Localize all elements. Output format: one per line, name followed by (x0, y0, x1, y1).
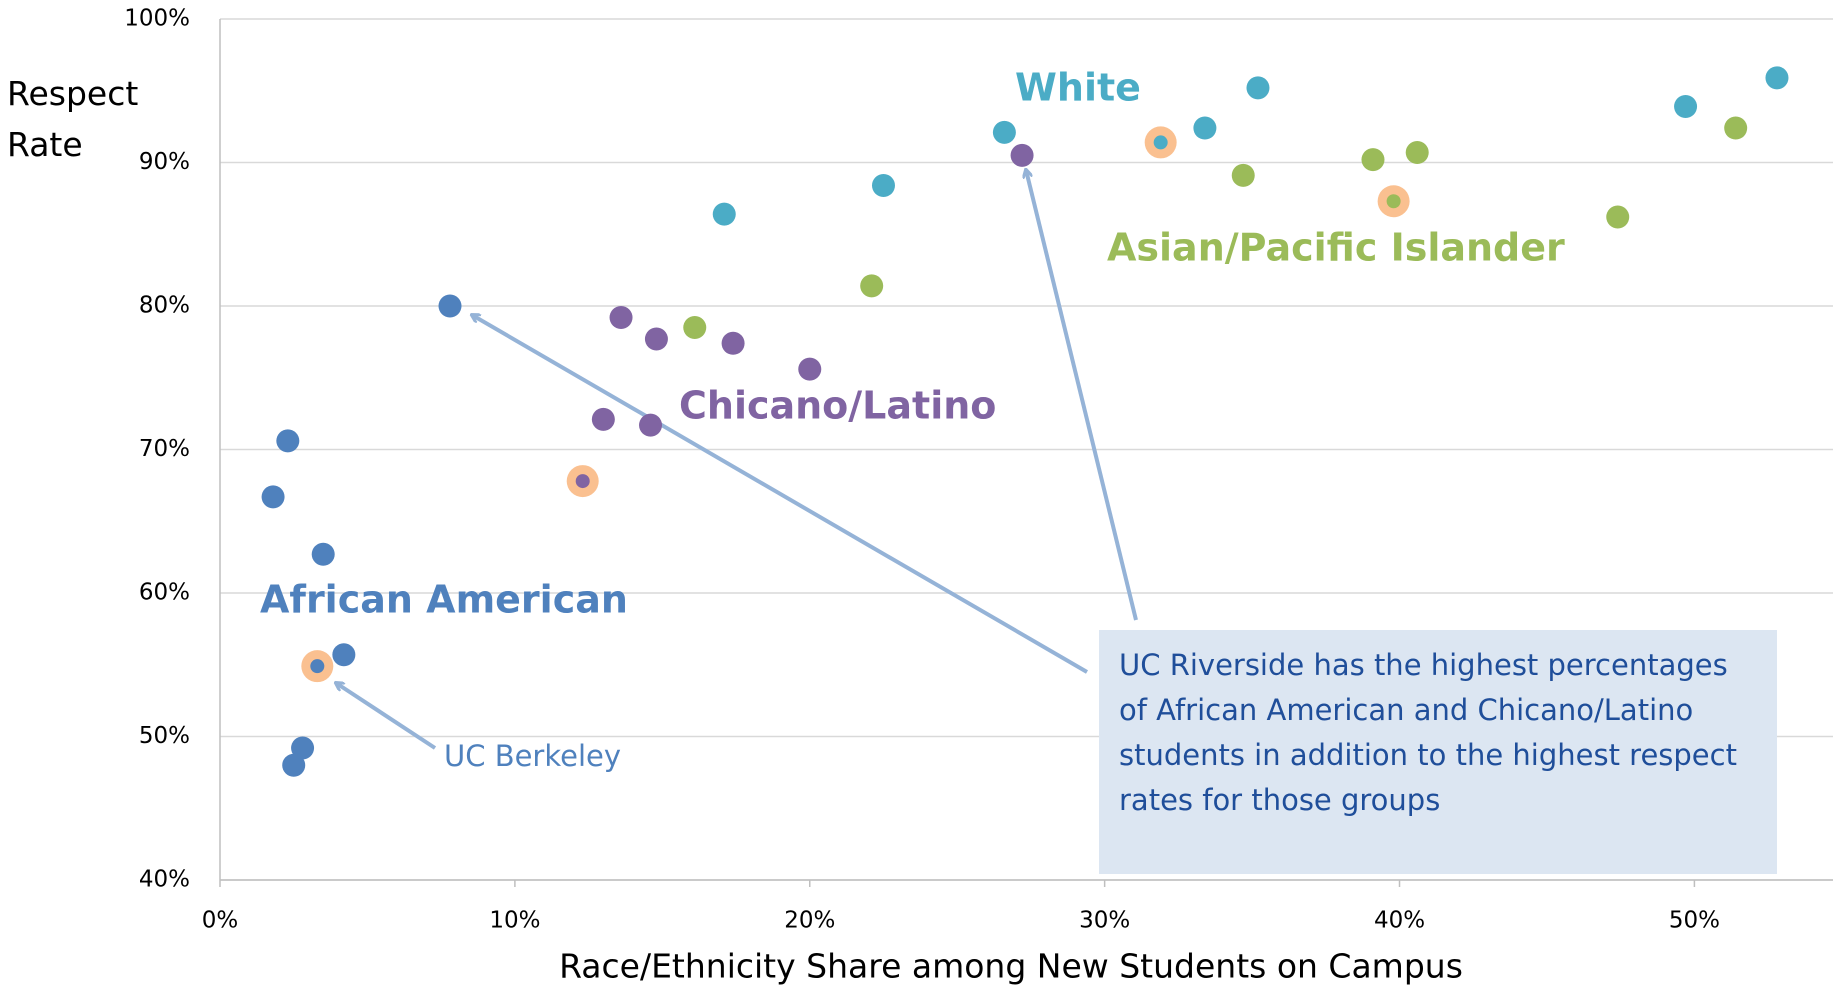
point (591, 407, 615, 431)
point (291, 736, 315, 760)
y-axis-title: Respect Rate (7, 74, 139, 164)
y-tick-label: 90% (139, 149, 190, 175)
point (1405, 140, 1429, 164)
point (1361, 148, 1385, 172)
point (438, 294, 462, 318)
point (1246, 76, 1270, 100)
point (1153, 135, 1168, 150)
point (332, 643, 356, 667)
point (712, 202, 736, 226)
point (683, 316, 707, 340)
point (1231, 163, 1255, 187)
point (871, 173, 895, 197)
point (311, 542, 335, 566)
point (1386, 194, 1401, 209)
x-axis-title: Race/Ethnicity Share among New Students … (559, 947, 1463, 986)
point (1765, 66, 1789, 90)
arrow (472, 315, 1089, 674)
y-tick-label: 100% (124, 6, 190, 32)
x-tick-label: 0% (202, 908, 239, 934)
point (992, 120, 1016, 144)
y-tick-label: 80% (139, 293, 190, 319)
series-label: Asian/Pacific Islander (1107, 226, 1565, 270)
point (721, 331, 745, 355)
point (1674, 95, 1698, 119)
series-label: African American (260, 578, 628, 622)
x-tick-label: 20% (784, 908, 835, 934)
y-tick-label: 60% (139, 580, 190, 606)
point (276, 429, 300, 453)
point (639, 413, 663, 437)
series-label: Chicano/Latino (679, 384, 996, 428)
point (282, 753, 306, 777)
point (261, 485, 285, 509)
arrow (1026, 170, 1138, 621)
point (1010, 143, 1034, 167)
point (1193, 116, 1217, 140)
point (1606, 205, 1630, 229)
y-tick-label: 40% (139, 867, 190, 893)
point (1724, 116, 1748, 140)
arrow (336, 683, 437, 750)
x-tick-label: 30% (1079, 908, 1130, 934)
point (575, 474, 590, 489)
series-label: White (1015, 66, 1141, 110)
point (798, 357, 822, 381)
x-tick-label: 40% (1374, 908, 1425, 934)
point (609, 305, 633, 329)
annotation: UC Berkeley (444, 739, 621, 773)
point (860, 274, 884, 298)
point (644, 327, 668, 351)
annotation-box: UC Riverside has the highest percentages… (1099, 630, 1777, 874)
x-tick-label: 10% (489, 908, 540, 934)
y-tick-label: 50% (139, 723, 190, 749)
point (310, 659, 325, 674)
x-tick-label: 50% (1669, 908, 1720, 934)
y-tick-label: 70% (139, 436, 190, 462)
